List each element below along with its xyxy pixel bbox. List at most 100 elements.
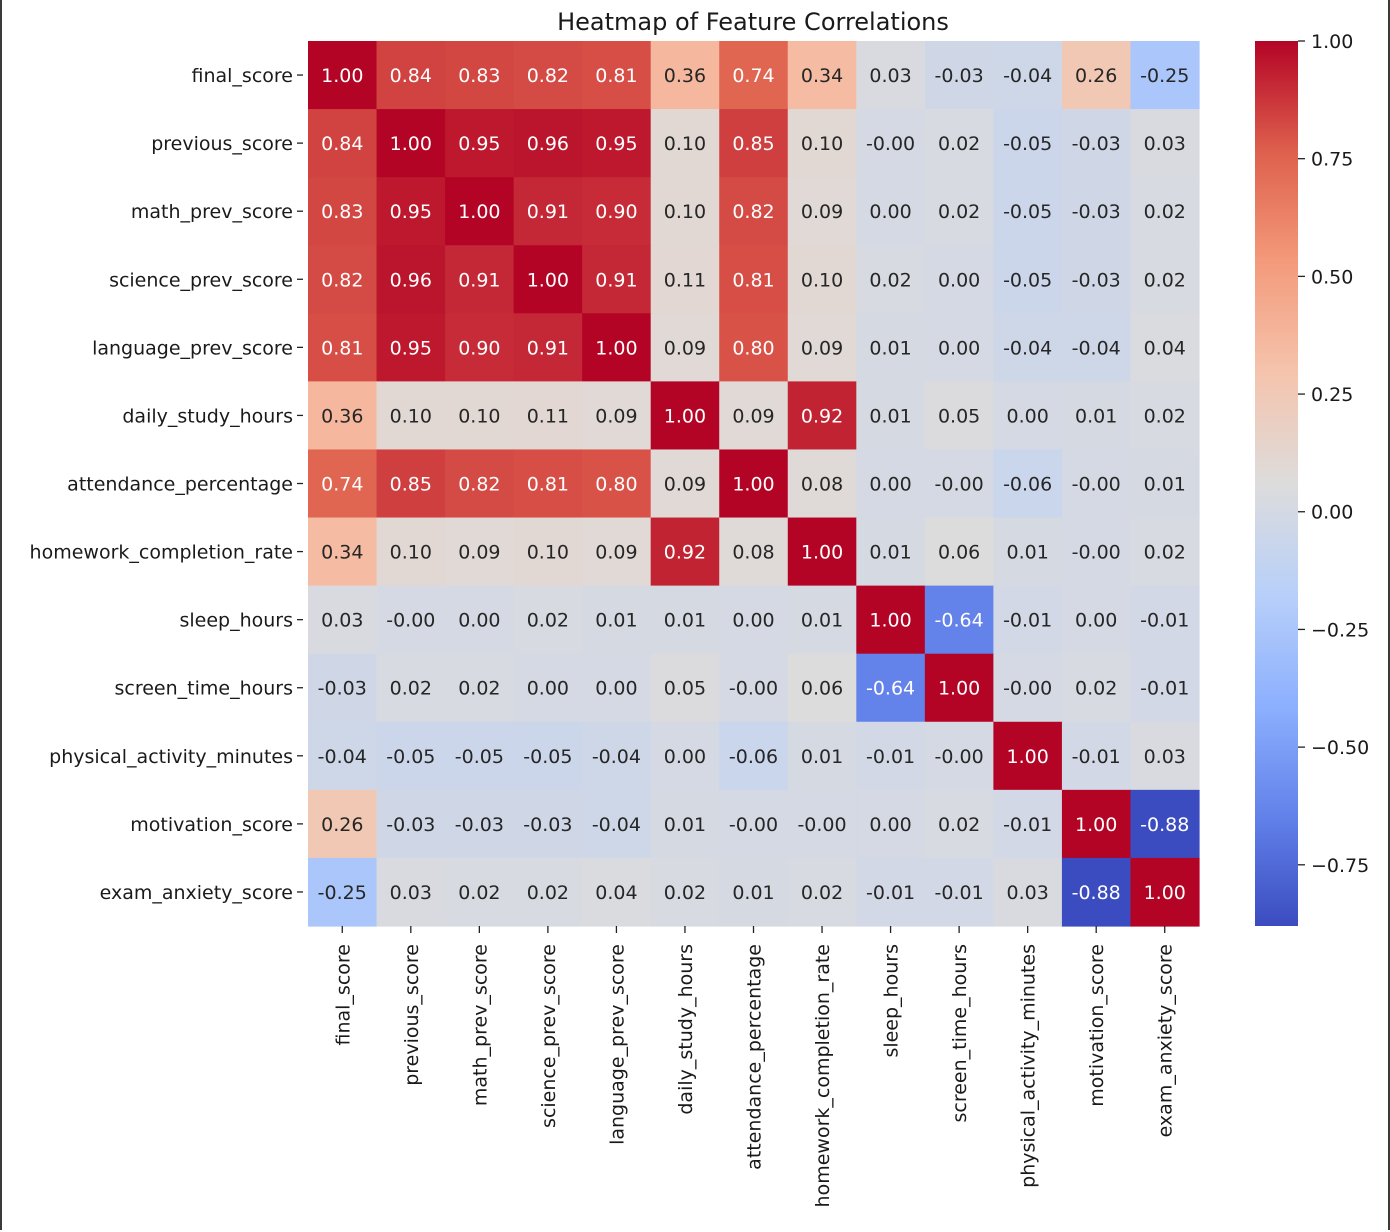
heatmap-cell bbox=[308, 313, 378, 382]
heatmap-cell bbox=[1130, 313, 1200, 382]
heatmap-cell bbox=[993, 721, 1063, 791]
heatmap-cell bbox=[513, 177, 583, 246]
cell-annotation: 0.74 bbox=[321, 474, 363, 496]
cell-annotation: 0.10 bbox=[664, 201, 706, 223]
cell-annotation: 0.08 bbox=[732, 542, 774, 564]
heatmap-cell bbox=[445, 857, 515, 927]
heatmap-cell bbox=[1130, 449, 1200, 519]
heatmap-cell bbox=[582, 789, 652, 859]
colorbar-tick-label: −0.75 bbox=[1311, 855, 1369, 877]
cell-annotation: 0.09 bbox=[732, 405, 774, 427]
chart-title: Heatmap of Feature Correlations bbox=[557, 8, 949, 36]
row-label: final_score bbox=[192, 65, 294, 87]
cell-annotation: 0.05 bbox=[664, 678, 706, 700]
cell-annotation: 0.10 bbox=[527, 542, 569, 564]
row-label: homework_completion_rate bbox=[30, 542, 293, 564]
heatmap-cell bbox=[445, 245, 515, 314]
column-label: final_score bbox=[332, 944, 354, 1046]
heatmap-cell bbox=[1130, 721, 1200, 791]
cell-annotation: -0.04 bbox=[592, 746, 641, 768]
cell-annotation: 0.81 bbox=[732, 269, 774, 291]
heatmap-cell bbox=[993, 653, 1063, 723]
cell-annotation: 0.02 bbox=[390, 678, 432, 700]
heatmap-cell bbox=[582, 517, 652, 587]
heatmap-cell bbox=[376, 177, 446, 246]
cell-annotation: 0.09 bbox=[595, 542, 637, 564]
cell-annotation: 0.10 bbox=[664, 133, 706, 155]
heatmap-cell bbox=[1130, 177, 1200, 246]
cell-annotation: -0.00 bbox=[386, 610, 435, 632]
cell-annotation: 0.06 bbox=[801, 678, 843, 700]
cell-annotation: -0.04 bbox=[1003, 337, 1052, 359]
heatmap-cell bbox=[513, 517, 583, 587]
heatmap-cell bbox=[719, 41, 789, 110]
heatmap-cell bbox=[376, 449, 446, 519]
cell-annotation: 0.81 bbox=[595, 65, 637, 87]
cell-annotation: 0.91 bbox=[595, 269, 637, 291]
heatmap-cell bbox=[582, 857, 652, 927]
heatmap-cell bbox=[513, 585, 583, 655]
heatmap-cell bbox=[1061, 449, 1132, 519]
row-label: sleep_hours bbox=[179, 610, 293, 632]
cell-annotation: 0.81 bbox=[321, 337, 363, 359]
cell-annotation: 0.95 bbox=[390, 337, 432, 359]
heatmap-cell bbox=[582, 449, 652, 519]
heatmap-cell bbox=[376, 653, 446, 723]
cell-annotation: 0.02 bbox=[938, 133, 980, 155]
cell-annotation: -0.06 bbox=[729, 746, 778, 768]
cell-annotation: 0.80 bbox=[732, 337, 774, 359]
cell-annotation: 0.10 bbox=[390, 542, 432, 564]
cell-annotation: 0.02 bbox=[938, 201, 980, 223]
heatmap-cell bbox=[1061, 517, 1132, 587]
heatmap-cell bbox=[582, 109, 652, 178]
cell-annotation: -0.01 bbox=[1072, 746, 1121, 768]
cell-annotation: 0.82 bbox=[458, 474, 500, 496]
cell-annotation: -0.05 bbox=[1003, 201, 1052, 223]
cell-annotation: 0.00 bbox=[527, 678, 569, 700]
heatmap-cell bbox=[513, 789, 583, 859]
cell-annotation: 0.09 bbox=[664, 337, 706, 359]
cell-annotation: -0.05 bbox=[1003, 269, 1052, 291]
heatmap-cell bbox=[993, 449, 1063, 519]
heatmap-cell bbox=[308, 109, 378, 178]
heatmap-cell bbox=[924, 721, 994, 791]
heatmap-cell bbox=[513, 41, 583, 110]
heatmap-cell bbox=[993, 245, 1063, 314]
cell-annotation: 0.26 bbox=[1075, 65, 1117, 87]
column-label: screen_time_hours bbox=[949, 944, 971, 1123]
heatmap-cell bbox=[513, 245, 583, 314]
heatmap-cell bbox=[513, 721, 583, 791]
heatmap-cell bbox=[1061, 585, 1132, 655]
heatmap-cell bbox=[650, 381, 720, 451]
heatmap-cell bbox=[787, 177, 857, 246]
cell-annotation: 1.00 bbox=[938, 678, 980, 700]
heatmap-cell bbox=[993, 381, 1063, 451]
heatmap-cell bbox=[445, 789, 515, 859]
heatmap-cell bbox=[308, 721, 378, 791]
cell-annotation: 0.11 bbox=[527, 405, 569, 427]
cell-annotation: -0.03 bbox=[386, 814, 435, 836]
colorbar-tick-label: 0.50 bbox=[1311, 266, 1353, 288]
cell-annotation: 0.83 bbox=[458, 65, 500, 87]
cell-annotation: 0.02 bbox=[1075, 678, 1117, 700]
heatmap-cell bbox=[376, 789, 446, 859]
cell-annotation: 1.00 bbox=[1075, 814, 1117, 836]
cell-annotation: -0.03 bbox=[935, 65, 984, 87]
heatmap-cell bbox=[1061, 177, 1132, 246]
cell-annotation: 0.74 bbox=[732, 65, 774, 87]
heatmap-cell bbox=[513, 381, 583, 451]
cell-annotation: -0.04 bbox=[1003, 65, 1052, 87]
heatmap-cell bbox=[650, 177, 720, 246]
cell-annotation: 0.03 bbox=[1006, 882, 1048, 904]
cell-annotation: 0.11 bbox=[664, 269, 706, 291]
heatmap-cell bbox=[1061, 381, 1132, 451]
heatmap-cell bbox=[582, 41, 652, 110]
cell-annotation: 0.05 bbox=[938, 405, 980, 427]
cell-annotation: 1.00 bbox=[595, 337, 637, 359]
heatmap-cell bbox=[1061, 857, 1132, 927]
row-label: math_prev_score bbox=[131, 201, 293, 223]
heatmap-cell bbox=[376, 41, 446, 110]
cell-annotation: 0.00 bbox=[869, 474, 911, 496]
heatmap-cell bbox=[650, 721, 720, 791]
heatmap-cell bbox=[787, 857, 857, 927]
